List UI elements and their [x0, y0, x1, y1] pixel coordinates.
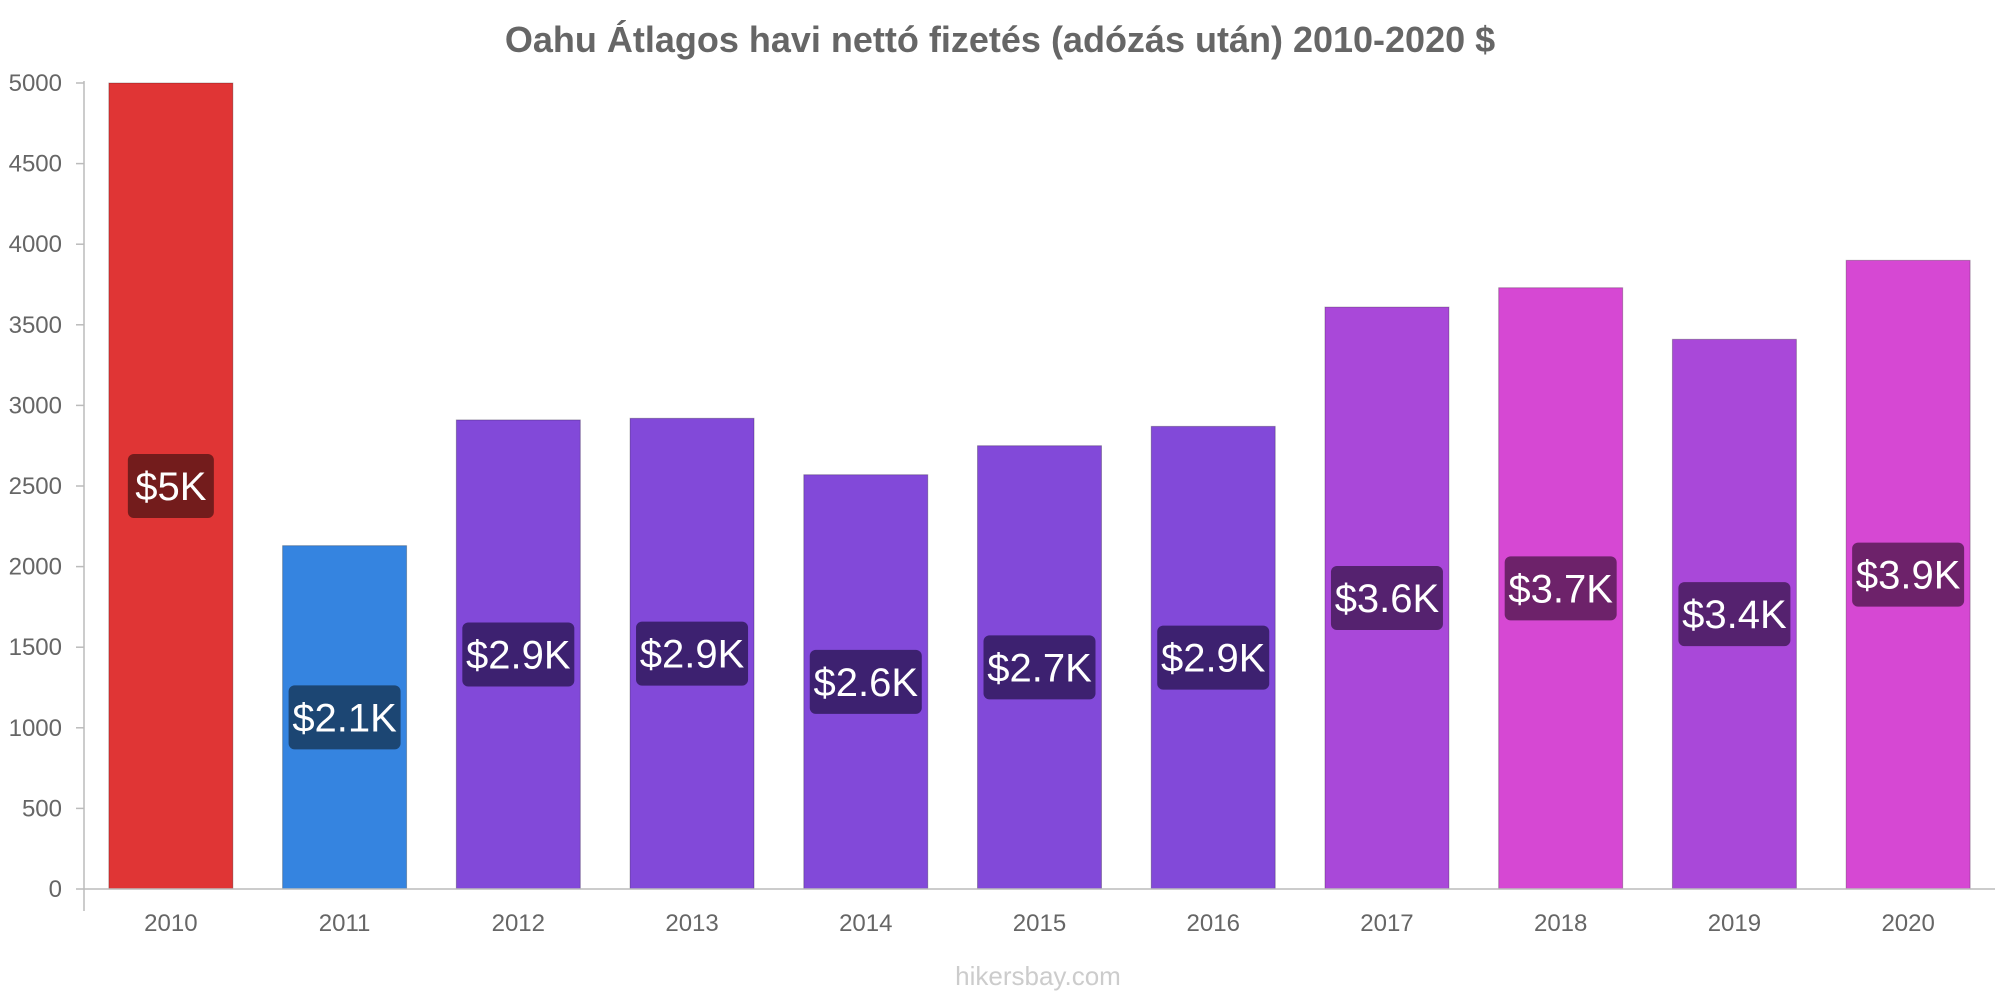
x-tick-label: 2015	[1013, 910, 1066, 937]
chart-title: Oahu Átlagos havi nettó fizetés (adózás …	[505, 19, 1495, 60]
watermark: hikersbay.com	[955, 961, 1121, 991]
y-tick-label: 1500	[9, 634, 62, 661]
y-tick-label: 1000	[9, 715, 62, 742]
data-label: $3.9K	[1856, 554, 1961, 598]
data-label-box	[809, 649, 922, 714]
data-label-box	[1504, 556, 1617, 621]
x-tick-label: 2020	[1881, 910, 1934, 937]
data-label-box	[636, 621, 749, 686]
y-tick-label: 4000	[9, 231, 62, 258]
x-tick-label: 2013	[665, 910, 718, 937]
y-tick-label: 3500	[9, 312, 62, 339]
x-tick-label: 2010	[144, 910, 197, 937]
y-tick-label: 4500	[9, 151, 62, 178]
y-tick-label: 3000	[9, 392, 62, 419]
data-label: $3.4K	[1682, 593, 1787, 637]
x-tick-label: 2011	[319, 910, 371, 937]
x-tick-label: 2012	[492, 910, 545, 937]
data-label: $2.9K	[640, 633, 745, 677]
x-axis: 2010 2011 2012 2013 2014 2015 2016 2017 2018 2019…	[84, 888, 1995, 937]
x-tick-label: 2018	[1534, 910, 1587, 937]
data-label: $2.9K	[1161, 637, 1266, 681]
data-label: $3.7K	[1508, 567, 1613, 611]
data-label: $5K	[135, 465, 206, 509]
y-tick-label: 500	[22, 795, 62, 822]
data-label: $2.9K	[466, 633, 571, 677]
data-label-box	[127, 454, 214, 518]
x-tick-label: 2017	[1360, 910, 1413, 937]
data-label: $3.6K	[1335, 577, 1440, 621]
data-label-box	[288, 685, 401, 750]
y-tick-label: 5000	[9, 70, 62, 97]
y-tick-label: 0	[49, 876, 62, 903]
y-axis: 0 500 1000 1500 2000 2500 3000 3500 4000 4500 5000	[9, 70, 85, 911]
x-tick-label: 2016	[1187, 910, 1240, 937]
data-label-box	[983, 635, 1096, 700]
data-label-box	[1678, 582, 1791, 647]
data-label-box	[462, 622, 575, 687]
data-label: $2.7K	[987, 646, 1092, 690]
x-tick-label: 2019	[1708, 910, 1761, 937]
y-tick-label: 2000	[9, 554, 62, 581]
data-label: $2.1K	[292, 696, 397, 740]
data-label-box	[1852, 542, 1965, 607]
bars-group	[108, 82, 1971, 890]
data-label-box	[1330, 566, 1443, 631]
y-tick-label: 2500	[9, 473, 62, 500]
x-tick-label: 2014	[839, 910, 892, 937]
data-labels-group: $5K $2.1K $2.9K $2.9K $2.6K $2.7K $2.9K $3.6K $3…	[127, 454, 1965, 750]
data-label-box	[1157, 625, 1270, 690]
data-label: $2.6K	[814, 661, 919, 705]
